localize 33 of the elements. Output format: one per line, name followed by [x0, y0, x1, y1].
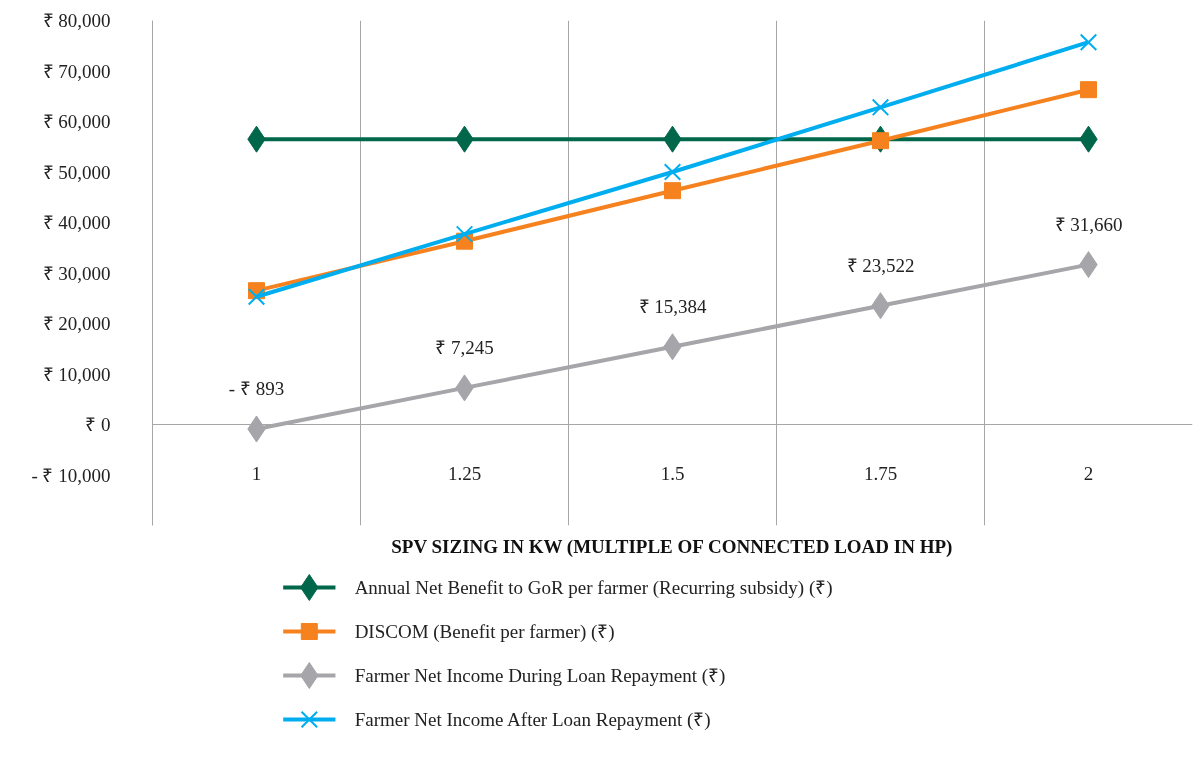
x-axis-title: SPV SIZING IN KW (MULTIPLE OF CONNECTED LOAD IN HP)	[391, 535, 953, 558]
y-tick-label: ₹ 50,000	[42, 161, 111, 183]
y-tick-label: ₹ 10,000	[42, 363, 111, 385]
x-tick-label: 1.25	[447, 462, 482, 484]
point	[872, 132, 889, 150]
legend-label: Annual Net Benefit to GoR per farmer (Recurring subsidy) (₹)	[354, 577, 833, 599]
legend-label: Farmer Net Income After Loan Repayment (₹)	[354, 709, 711, 731]
legend-label: DISCOM (Benefit per farmer) (₹)	[354, 621, 615, 643]
y-tick-label: ₹ 0	[85, 414, 111, 435]
point	[247, 287, 266, 306]
y-tick-label: ₹ 80,000	[42, 10, 111, 31]
x-tick-label: 1.5	[660, 462, 685, 484]
x-tick-label: 1	[251, 462, 262, 484]
y-tick-label: ₹ 60,000	[42, 111, 111, 132]
x-tick-label: 1.75	[863, 462, 898, 484]
point	[1080, 81, 1097, 99]
legend-label: Farmer Net Income During Loan Repayment (₹)	[354, 665, 726, 687]
data-label: ₹ 15,384	[638, 295, 707, 317]
data-label: ₹ 23,522	[846, 254, 915, 276]
y-tick-label: ₹ 40,000	[42, 212, 111, 233]
point	[871, 98, 890, 117]
y-tick-label: ₹ 30,000	[42, 262, 111, 284]
point	[1079, 33, 1098, 51]
point	[664, 182, 681, 200]
y-tick-label: - ₹ 10,000	[31, 464, 111, 486]
data-label: - ₹ 893	[228, 378, 285, 400]
y-tick-label: ₹ 20,000	[42, 313, 111, 334]
y-tick-label: ₹ 70,000	[42, 60, 111, 82]
x-tick-label: 2	[1083, 462, 1094, 484]
data-label: ₹ 31,660	[1054, 213, 1123, 235]
point	[455, 225, 474, 243]
point	[663, 163, 682, 181]
data-label: ₹ 7,245	[435, 336, 494, 358]
